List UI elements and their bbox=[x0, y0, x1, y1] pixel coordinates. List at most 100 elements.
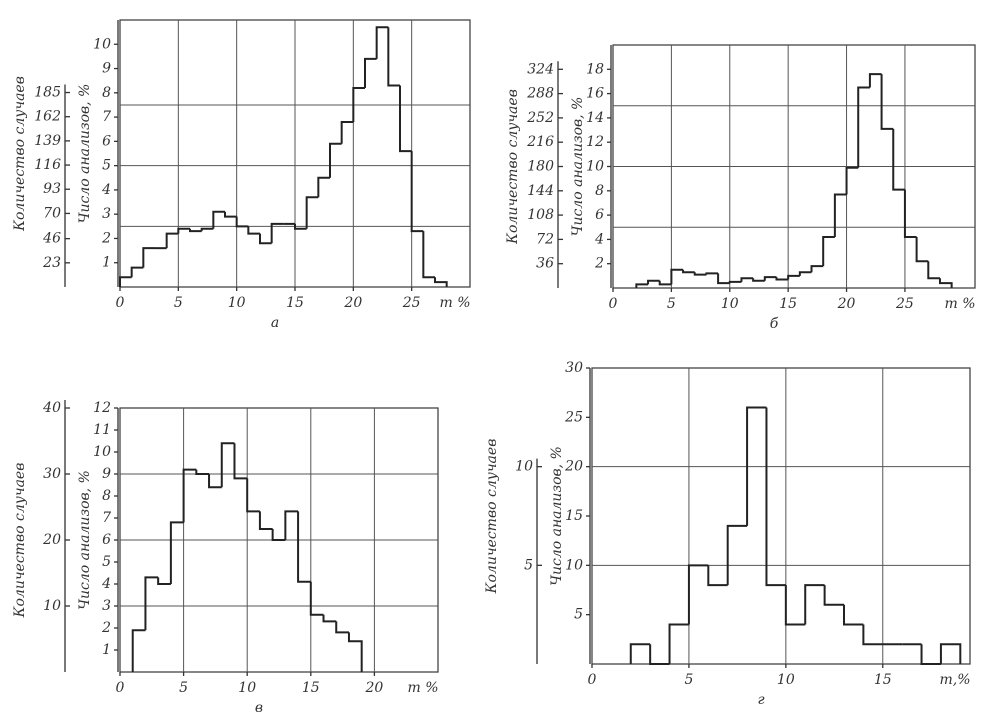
histogram-bin bbox=[165, 232, 179, 249]
histogram-bin bbox=[235, 216, 249, 228]
x-axis-title: т % bbox=[944, 296, 975, 312]
histogram-bin bbox=[422, 231, 435, 279]
y-axis-title: Число анализов, % bbox=[570, 97, 586, 237]
y2-tick-label: 20 bbox=[42, 532, 61, 548]
y2-tick-label: 30 bbox=[43, 466, 61, 482]
y-tick-label: 10 bbox=[93, 444, 111, 460]
x-axis-title: т % bbox=[439, 295, 470, 311]
y-tick-label: 8 bbox=[102, 85, 111, 101]
y-tick-label: 30 bbox=[565, 360, 583, 376]
histogram-bin bbox=[752, 278, 765, 282]
histogram-bin bbox=[784, 585, 806, 626]
x-axis-title: т,% bbox=[939, 672, 970, 688]
x-tick-label: 15 bbox=[874, 672, 892, 688]
histogram-bin bbox=[693, 272, 707, 276]
histogram-bin bbox=[635, 283, 649, 288]
histogram-bin bbox=[787, 274, 800, 280]
histogram-bin bbox=[687, 564, 709, 625]
histogram-bin bbox=[270, 222, 284, 244]
histogram-bin bbox=[233, 443, 248, 480]
histogram-bin bbox=[208, 474, 222, 489]
y-tick-label: 6 bbox=[102, 133, 111, 149]
histogram-bin bbox=[224, 211, 237, 218]
y-tick-label: 10 bbox=[586, 159, 604, 175]
histogram-bin bbox=[169, 521, 184, 584]
y2-tick-label: 108 bbox=[527, 207, 554, 223]
histogram-bin bbox=[335, 621, 349, 634]
y2-tick-label: 93 bbox=[43, 181, 61, 197]
histogram-bin bbox=[294, 223, 307, 230]
y2-tick-label: 288 bbox=[526, 86, 554, 102]
y-tick-label: 15 bbox=[565, 508, 583, 524]
histogram-bin bbox=[717, 273, 730, 285]
x-tick-label: 0 bbox=[609, 296, 618, 312]
histogram-bin bbox=[352, 86, 365, 122]
x-axis-title: т % bbox=[407, 680, 438, 696]
y-tick-label: 25 bbox=[564, 409, 583, 425]
y2-tick-label: 36 bbox=[536, 256, 554, 272]
histogram-bin bbox=[329, 142, 342, 178]
histogram-bin bbox=[765, 407, 786, 587]
histogram-bin bbox=[915, 236, 929, 263]
histogram-bin bbox=[157, 577, 171, 585]
y-tick-label: 8 bbox=[102, 488, 111, 504]
y2-tick-label: 5 bbox=[524, 557, 533, 573]
histogram-bin bbox=[647, 279, 660, 285]
histogram-bin bbox=[375, 26, 389, 59]
histogram-bin bbox=[271, 529, 286, 541]
histogram-bin bbox=[892, 128, 905, 191]
plot-frame bbox=[591, 367, 971, 665]
histogram-bin bbox=[880, 74, 894, 130]
histogram-bin bbox=[629, 643, 651, 664]
histogram-bin bbox=[843, 604, 864, 626]
histogram-bin bbox=[939, 643, 962, 664]
y-tick-label: 1 bbox=[102, 255, 111, 271]
y-tick-label: 2 bbox=[101, 620, 111, 636]
y2-tick-label: 162 bbox=[34, 109, 61, 125]
y-tick-label: 7 bbox=[102, 109, 111, 125]
histogram-bin bbox=[309, 581, 324, 616]
caption: г bbox=[757, 692, 764, 708]
y-tick-label: 5 bbox=[574, 607, 583, 623]
x-tick-label: 0 bbox=[588, 672, 597, 688]
y-tick-label: 18 bbox=[586, 61, 604, 77]
x-tick-label: 15 bbox=[286, 295, 304, 311]
histogram-bin bbox=[119, 276, 132, 287]
y2-tick-label: 216 bbox=[526, 134, 554, 150]
histogram-bin bbox=[347, 632, 363, 672]
histogram-bin bbox=[259, 233, 272, 245]
y2-axis-title: Количество случаев bbox=[12, 76, 28, 232]
histogram-bin bbox=[927, 261, 940, 280]
histogram-bin bbox=[670, 268, 684, 285]
histogram-bin bbox=[804, 584, 825, 625]
histogram-bin bbox=[434, 277, 448, 287]
caption: а bbox=[271, 315, 279, 331]
histogram-bin bbox=[258, 511, 273, 530]
histogram-bin bbox=[833, 193, 847, 237]
x-tick-label: 10 bbox=[238, 680, 256, 696]
y-tick-label: 10 bbox=[93, 36, 111, 52]
y2-tick-label: 252 bbox=[526, 110, 554, 126]
y-tick-label: 4 bbox=[101, 576, 111, 592]
x-tick-label: 20 bbox=[343, 295, 362, 311]
y-tick-label: 3 bbox=[102, 598, 111, 614]
histogram-bin bbox=[845, 166, 859, 195]
histogram-bin bbox=[746, 406, 767, 526]
y-tick-label: 6 bbox=[595, 207, 604, 223]
y-tick-label: 4 bbox=[594, 231, 604, 247]
x-tick-label: 5 bbox=[667, 296, 676, 312]
x-tick-label: 15 bbox=[302, 680, 320, 696]
y-tick-label: 20 bbox=[564, 459, 583, 475]
histogram-bin bbox=[284, 510, 299, 540]
y-tick-label: 2 bbox=[101, 230, 111, 246]
histogram-bin bbox=[682, 269, 695, 274]
histogram-bin bbox=[220, 442, 235, 488]
x-tick-label: 0 bbox=[116, 680, 125, 696]
y-tick-label: 5 bbox=[102, 158, 111, 174]
histogram-bin bbox=[903, 189, 917, 238]
histogram-bin bbox=[340, 120, 354, 144]
x-tick-label: 10 bbox=[721, 296, 739, 312]
y-axis-title: Число анализов, % bbox=[77, 84, 93, 224]
x-tick-label: 25 bbox=[402, 295, 421, 311]
histogram-bin bbox=[775, 277, 789, 281]
